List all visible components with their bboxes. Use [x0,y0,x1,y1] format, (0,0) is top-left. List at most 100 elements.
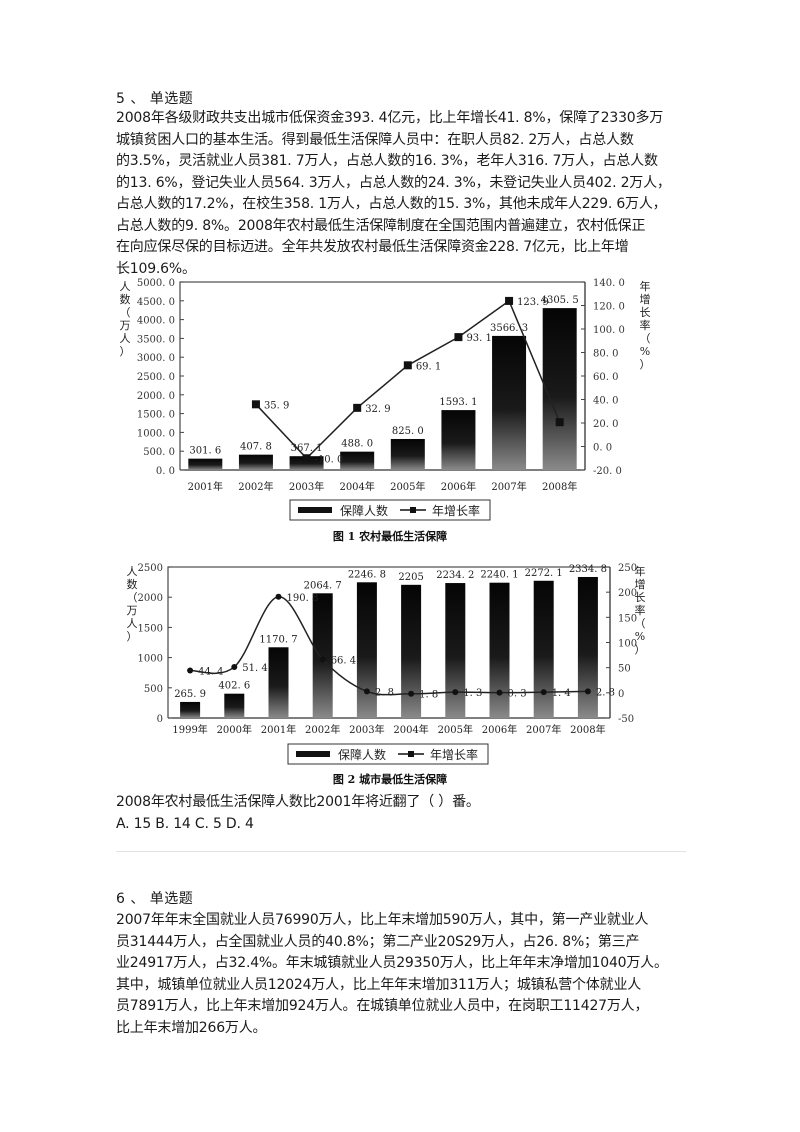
svg-text:2. 8: 2. 8 [596,687,615,698]
svg-text:2004年: 2004年 [393,723,428,736]
svg-text:407. 8: 407. 8 [240,442,272,453]
svg-text:20. 0: 20. 0 [593,419,618,430]
svg-text:增: 增 [640,292,651,306]
svg-text:402. 6: 402. 6 [218,681,250,692]
svg-text:1000. 0: 1000. 0 [137,428,175,439]
svg-text:率: 率 [640,318,651,332]
chart-title: 图 1 农村最低生活保障 [333,529,447,543]
bar [492,335,527,470]
question-6-passage: 2007年年末全国就业人员76990万人，比上年末增加590万人，其中，第一产业… [116,910,688,1039]
svg-text:1500: 1500 [138,623,163,634]
passage-line: 的3.5%，灵活就业人员381. 7万人，占总人数的16. 3%，老年人316.… [116,153,658,169]
svg-text:年增长率: 年增长率 [430,747,478,762]
svg-text:2007年: 2007年 [526,723,561,736]
bar [390,438,425,470]
svg-text:265. 9: 265. 9 [174,689,206,700]
svg-text:4305. 5: 4305. 5 [541,295,579,306]
svg-text:35. 9: 35. 9 [264,400,289,411]
svg-text:4000. 0: 4000. 0 [137,316,175,327]
svg-text:）: ） [127,630,138,643]
svg-text:人: 人 [127,617,138,630]
svg-text:0: 0 [157,714,163,725]
svg-text:数: 数 [120,293,131,306]
passage-line: 业24917万人，占32.4%。年末城镇就业人员29350万人，比上年年末净增加… [116,955,668,971]
question-5-header: 5 、 单选题 [116,91,194,107]
svg-text:500: 500 [144,684,163,695]
passage-line: 长109.6%。 [116,260,196,277]
passage-line: 城镇贫困人口的基本生活。得到最低生活保障人员中：在职人员82. 2万人，占总人数 [116,131,634,148]
svg-text:40. 0: 40. 0 [593,396,618,407]
passage-line: 员7891万人，比上年末增加924万人。在城镇单位就业人员中，在岗职工11427… [116,998,649,1014]
svg-text:2246. 8: 2246. 8 [348,569,386,580]
svg-text:2334. 8: 2334. 8 [569,564,607,575]
svg-text:长: 长 [635,591,646,604]
svg-text:2008年: 2008年 [542,480,577,493]
svg-text:3500. 0: 3500. 0 [137,334,175,345]
bar [356,582,377,718]
svg-text:2240. 1: 2240. 1 [480,570,518,581]
svg-text:人: 人 [120,332,131,345]
passage-line: 占总人数的9. 8%。2008年农村最低生活保障制度在全国范围内普遍建立，农村低… [116,217,646,234]
bar [268,647,289,718]
svg-text:2. 8: 2. 8 [375,687,394,698]
svg-text:2006年: 2006年 [441,480,476,493]
svg-text:488. 0: 488. 0 [341,439,373,450]
svg-text:（: （ [635,617,646,630]
growth-rate-line [190,596,588,696]
svg-text:1. 8: 1. 8 [419,690,438,701]
svg-text:）: ） [120,345,131,358]
bar [542,308,577,470]
bar [289,456,324,470]
svg-text:5000. 0: 5000. 0 [137,278,175,289]
svg-text:140. 0: 140. 0 [593,278,625,289]
svg-text:2002年: 2002年 [238,480,273,493]
svg-text:（: （ [127,591,138,604]
passage-line: 其中，城镇单位就业人员12024万人，比上年年末增加311万人；城镇私营个体就业… [116,976,642,993]
svg-text:367. 1: 367. 1 [291,443,323,454]
svg-text:（: （ [120,306,131,319]
svg-text:2001年: 2001年 [188,480,223,493]
svg-text:率: 率 [635,603,646,617]
bar [401,584,422,718]
svg-text:2272. 1: 2272. 1 [525,568,563,579]
svg-text:2003年: 2003年 [289,480,324,493]
svg-text:825. 0: 825. 0 [392,426,424,437]
bar [489,582,510,718]
svg-text:1. 4: 1. 4 [552,688,571,699]
svg-text:人: 人 [120,280,131,293]
svg-text:2004年: 2004年 [339,480,374,493]
svg-text:2005年: 2005年 [438,723,473,736]
svg-text:3566. 3: 3566. 3 [490,323,528,334]
bar [238,454,273,470]
svg-text:100. 0: 100. 0 [593,325,625,336]
svg-text:150: 150 [618,613,637,624]
svg-text:44. 4: 44. 4 [198,666,223,677]
svg-text:1593. 1: 1593. 1 [439,397,477,408]
bar [188,458,223,470]
svg-text:1999年: 1999年 [172,723,207,736]
svg-text:2008年: 2008年 [570,723,605,736]
chart-title: 图 2 城市最低生活保障 [333,772,447,786]
svg-text:2500. 0: 2500. 0 [137,372,175,383]
chart-urban-min-living: 0 500 1000 1500 2000 2500 -50 0 50 100 150 200 250 人数… [110,555,690,790]
svg-text:万: 万 [120,319,131,332]
y-axis-label: 人数（万人） [127,565,138,643]
svg-text:年增长率: 年增长率 [432,503,480,518]
svg-text:2000: 2000 [138,593,163,604]
svg-text:500. 0: 500. 0 [143,447,175,458]
svg-text:69. 1: 69. 1 [416,361,441,372]
svg-text:4500. 0: 4500. 0 [137,297,175,308]
svg-text:123. 9: 123. 9 [517,297,549,308]
svg-text:）: ） [635,643,646,656]
svg-text:保障人数: 保障人数 [340,503,388,518]
svg-text:保障人数: 保障人数 [338,747,386,762]
svg-text:2007年: 2007年 [491,480,526,493]
divider [116,851,686,852]
svg-text:1500. 0: 1500. 0 [137,410,175,421]
bar [224,693,245,718]
question-6-header: 6 、 单选题 [116,891,194,907]
svg-text:80. 0: 80. 0 [593,349,618,360]
svg-text:2005年: 2005年 [390,480,425,493]
svg-text:200: 200 [618,588,637,599]
svg-text:年: 年 [635,564,646,578]
